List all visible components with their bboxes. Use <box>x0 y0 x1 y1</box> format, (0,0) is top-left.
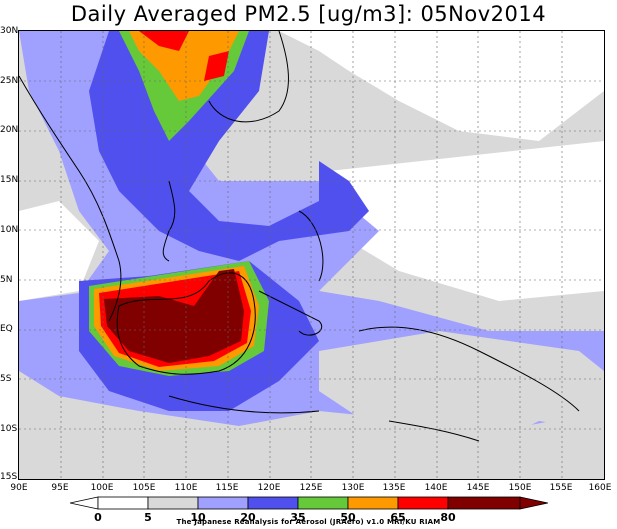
colorbar-swatch-20-35 <box>247 496 299 510</box>
lon-label-125e: 125E <box>299 483 323 493</box>
credit-line: The Japanese Reanalysis for Aerosol (JRA… <box>176 518 441 526</box>
lon-label-140e: 140E <box>424 483 448 493</box>
map-title: Daily Averaged PM2.5 [ug/m3]: 05Nov2014 <box>70 2 547 26</box>
lat-label-5s: 5S <box>0 374 12 384</box>
pm25-band-darkred <box>104 269 244 363</box>
lon-label-150e: 150E <box>508 483 532 493</box>
lon-label-90e: 90E <box>10 483 28 493</box>
colorbar-swatch-80-plus <box>447 496 521 510</box>
colorbar-tick-65: 65 <box>390 511 406 524</box>
lon-label-115e: 115E <box>215 483 239 493</box>
lon-label-100e: 100E <box>90 483 114 493</box>
colorbar <box>70 496 548 510</box>
colorbar-tick-0: 0 <box>94 511 102 524</box>
lat-label-20n: 20N <box>0 125 19 135</box>
lat-label-eq: EQ <box>0 324 13 334</box>
pm25-band-grey-southeast <box>319 331 604 479</box>
lat-label-25n: 25N <box>0 76 19 86</box>
lon-label-130e: 130E <box>341 483 365 493</box>
lon-label-110e: 110E <box>174 483 198 493</box>
coastlines <box>18 30 580 442</box>
lat-label-30n: 30N <box>0 26 19 36</box>
lon-label-105e: 105E <box>132 483 156 493</box>
colorbar-swatch-5-10 <box>147 496 199 510</box>
colorbar-tick-10: 10 <box>190 511 206 524</box>
colorbar-tick-20: 20 <box>240 511 256 524</box>
clean-area-northeast <box>279 31 604 141</box>
colorbar-tick-35: 35 <box>290 511 306 524</box>
lat-label-15n: 15N <box>0 175 19 185</box>
colorbar-swatch-65-80 <box>397 496 449 510</box>
colorbar-tick-5: 5 <box>144 511 152 524</box>
lon-label-120e: 120E <box>257 483 281 493</box>
clean-area-west <box>19 201 99 301</box>
lat-label-15s: 15S <box>0 472 18 482</box>
lon-label-160e: 160E <box>588 483 612 493</box>
pm25-band-orange-north <box>129 31 239 101</box>
lon-label-135e: 135E <box>382 483 406 493</box>
pm25-map <box>18 30 604 479</box>
lat-label-5n: 5N <box>0 275 13 285</box>
lon-label-155e: 155E <box>549 483 573 493</box>
colorbar-swatch-35-50 <box>297 496 349 510</box>
lon-label-95e: 95E <box>51 483 69 493</box>
lat-label-10s: 10S <box>0 424 18 434</box>
lat-label-10n: 10N <box>0 225 19 235</box>
colorbar-tick-80: 80 <box>440 511 456 524</box>
colorbar-swatch-0-5 <box>97 496 149 510</box>
colorbar-swatch-50-65 <box>347 496 399 510</box>
colorbar-swatch-10-20 <box>197 496 249 510</box>
pm25-band-red-north <box>139 31 229 81</box>
lon-label-145e: 145E <box>466 483 490 493</box>
colorbar-arrow-right <box>519 496 548 510</box>
colorbar-tick-50: 50 <box>340 511 356 524</box>
colorbar-arrow-left <box>70 496 99 510</box>
map-frame <box>18 30 605 480</box>
